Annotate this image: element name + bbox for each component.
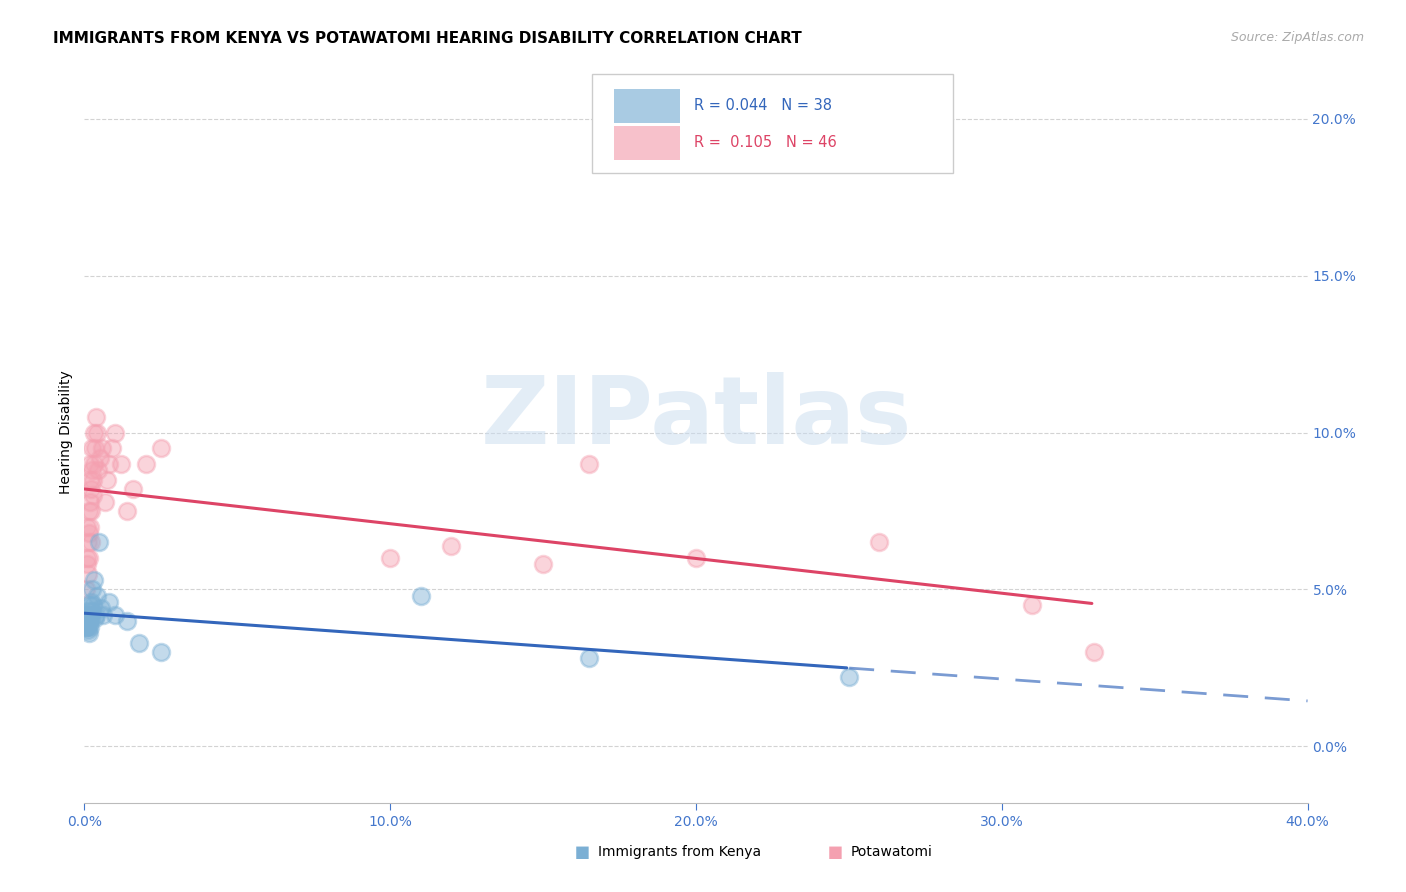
Point	[80, 604, 103, 618]
Point	[122, 482, 145, 496]
Point	[1083, 645, 1105, 659]
Point	[76, 620, 98, 634]
Point	[77, 614, 100, 628]
Point	[578, 457, 600, 471]
Y-axis label: Hearing Disability: Hearing Disability	[59, 371, 73, 494]
Point	[76, 614, 98, 628]
Point	[82, 473, 104, 487]
Point	[82, 488, 104, 502]
Point	[87, 535, 110, 549]
Point	[101, 442, 124, 456]
Point	[578, 651, 600, 665]
Point	[77, 504, 100, 518]
Point	[115, 504, 138, 518]
Point	[531, 558, 554, 572]
Point	[83, 457, 105, 471]
Point	[76, 617, 98, 632]
Point	[83, 425, 105, 440]
Point	[79, 494, 101, 508]
Text: Source: ZipAtlas.com: Source: ZipAtlas.com	[1230, 31, 1364, 45]
Point	[75, 614, 97, 628]
Point	[869, 535, 891, 549]
Point	[76, 614, 98, 628]
Point	[84, 409, 107, 424]
Point	[149, 645, 172, 659]
Point	[77, 604, 100, 618]
Point	[80, 582, 103, 597]
Point	[80, 610, 103, 624]
Text: IMMIGRANTS FROM KENYA VS POTAWATOMI HEARING DISABILITY CORRELATION CHART: IMMIGRANTS FROM KENYA VS POTAWATOMI HEAR…	[53, 31, 803, 46]
Point	[128, 636, 150, 650]
Point	[80, 482, 103, 496]
Point	[77, 551, 100, 566]
Point	[91, 607, 114, 622]
Point	[96, 473, 118, 487]
Text: ▪: ▪	[827, 840, 844, 863]
Point	[80, 535, 103, 549]
Point	[440, 539, 463, 553]
Point	[380, 551, 402, 566]
Point	[77, 566, 100, 581]
Point	[79, 610, 101, 624]
Point	[77, 617, 100, 632]
Point	[76, 551, 98, 566]
FancyBboxPatch shape	[614, 89, 681, 123]
Point	[135, 457, 157, 471]
Point	[409, 589, 432, 603]
Point	[76, 607, 98, 622]
Point	[82, 598, 104, 612]
Point	[83, 573, 105, 587]
Point	[76, 558, 98, 572]
Point	[90, 601, 112, 615]
Point	[80, 595, 103, 609]
Point	[97, 457, 120, 471]
FancyBboxPatch shape	[592, 73, 953, 173]
Point	[115, 614, 138, 628]
Point	[79, 457, 101, 471]
Point	[97, 595, 120, 609]
Point	[79, 598, 101, 612]
Point	[94, 494, 117, 508]
Text: ▪: ▪	[574, 840, 591, 863]
Point	[104, 425, 127, 440]
Text: Immigrants from Kenya: Immigrants from Kenya	[598, 845, 761, 859]
Point	[77, 624, 100, 638]
Text: R = 0.044   N = 38: R = 0.044 N = 38	[693, 98, 831, 113]
Text: R =  0.105   N = 46: R = 0.105 N = 46	[693, 135, 837, 150]
Point	[77, 626, 100, 640]
Point	[76, 620, 98, 634]
Point	[84, 607, 107, 622]
Point	[84, 610, 107, 624]
Point	[110, 457, 132, 471]
Point	[84, 442, 107, 456]
Text: Potawatomi: Potawatomi	[851, 845, 932, 859]
Point	[79, 520, 101, 534]
Point	[80, 463, 103, 477]
Point	[80, 442, 103, 456]
Text: ZIPatlas: ZIPatlas	[481, 372, 911, 464]
Point	[79, 473, 101, 487]
Point	[77, 607, 100, 622]
Point	[75, 620, 97, 634]
Point	[86, 425, 108, 440]
Point	[80, 504, 103, 518]
Point	[86, 589, 108, 603]
Point	[685, 551, 707, 566]
Point	[104, 607, 127, 622]
FancyBboxPatch shape	[614, 126, 681, 161]
Point	[89, 450, 111, 465]
Point	[75, 582, 97, 597]
Point	[149, 442, 172, 456]
Point	[838, 670, 860, 684]
Point	[87, 463, 110, 477]
Point	[77, 526, 100, 541]
Point	[79, 620, 101, 634]
Point	[91, 442, 114, 456]
Point	[77, 535, 100, 549]
Point	[1021, 598, 1043, 612]
Point	[75, 610, 97, 624]
Point	[76, 520, 98, 534]
